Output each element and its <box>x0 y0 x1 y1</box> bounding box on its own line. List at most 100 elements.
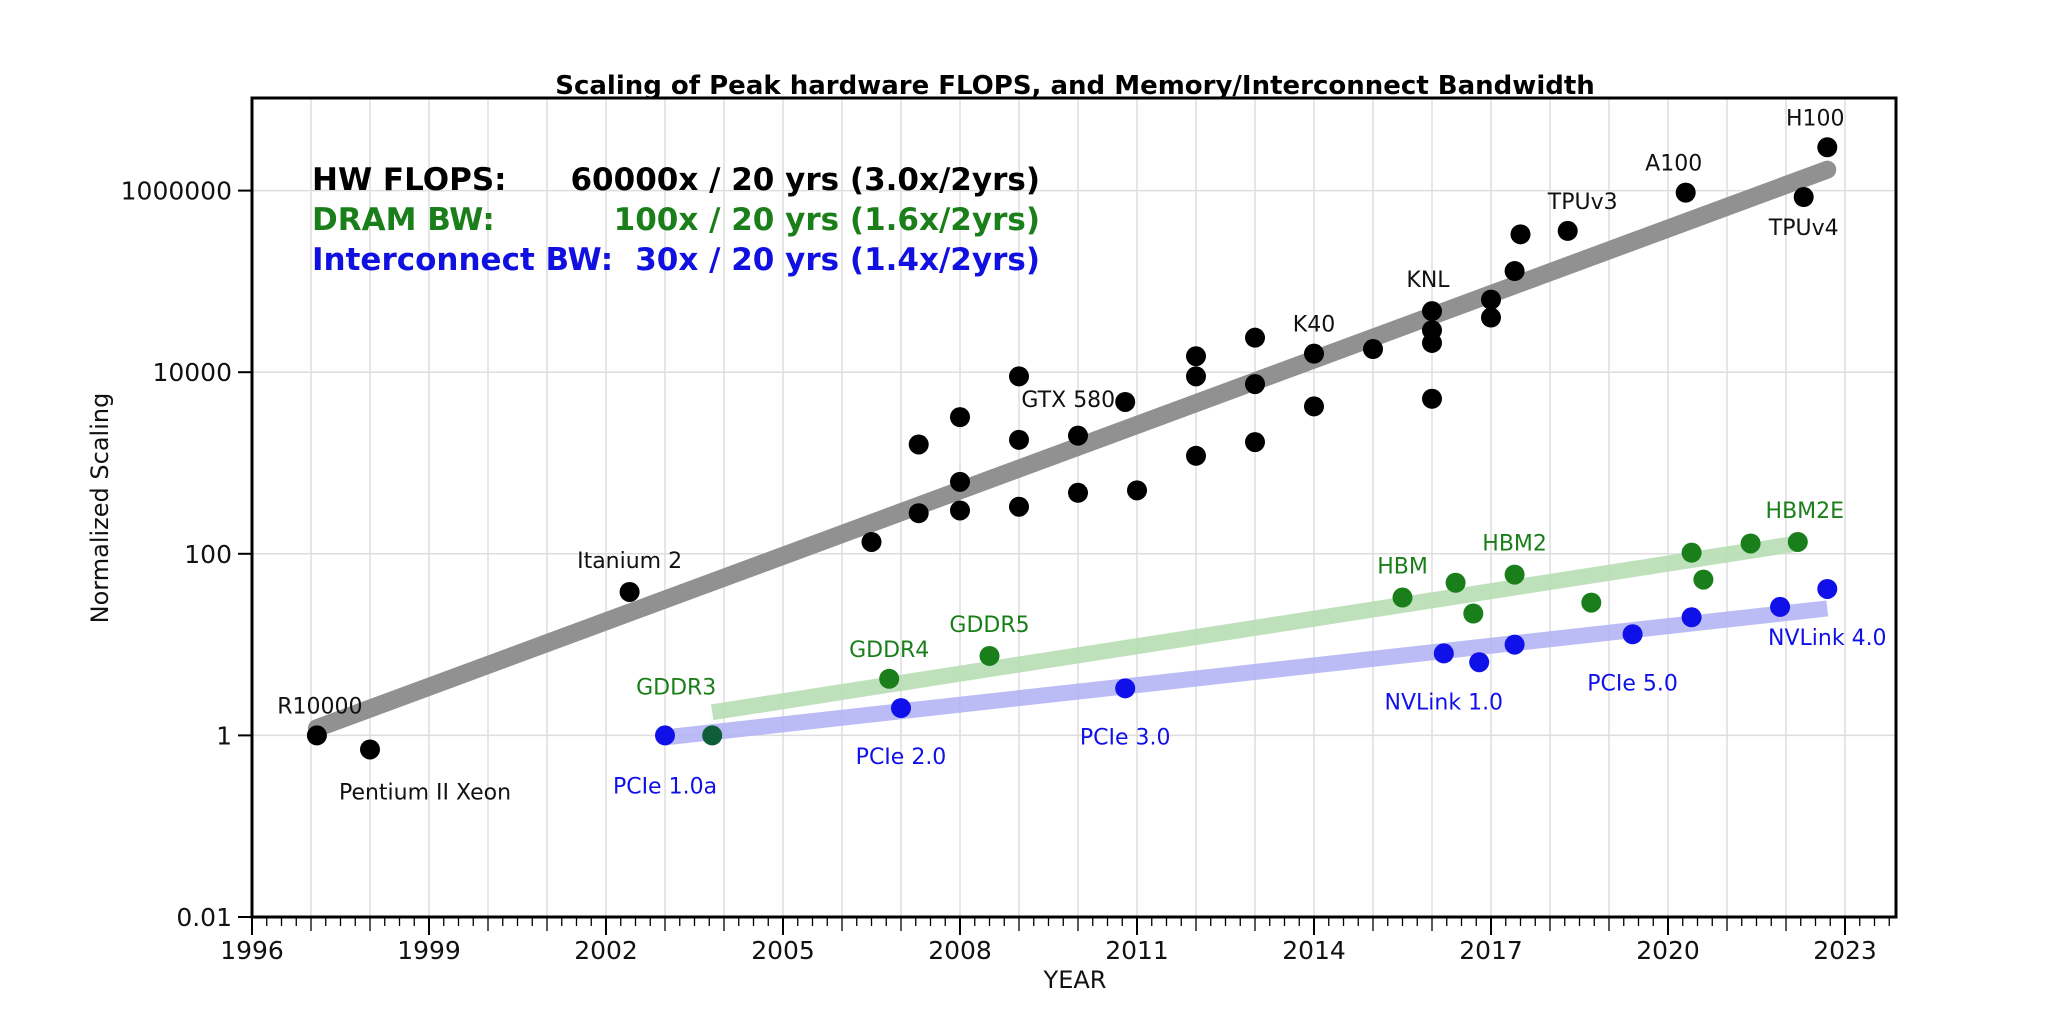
trend-line-hw-flops <box>307 160 1837 738</box>
data-point-hw-flops <box>908 503 929 524</box>
point-label: GDDR5 <box>949 613 1029 638</box>
plot-frame <box>250 96 1898 919</box>
data-point-hw-flops <box>1127 480 1147 501</box>
data-point-hw-flops <box>1510 224 1531 245</box>
y-axis: 0.01 1 100 10000 1000000 <box>121 177 252 932</box>
data-point-hw-flops <box>1363 339 1383 360</box>
data-point-dram-bw <box>1392 587 1413 608</box>
scaling-annotations: HW FLOPS: 60000x / 20 yrs (3.0x/2yrs) DRAM… <box>312 162 1040 278</box>
y-tick-label: 1000000 <box>121 177 232 206</box>
x-tick-label: 2005 <box>751 936 815 965</box>
x-tick-label: 1999 <box>397 936 461 965</box>
data-point-hw-flops <box>1304 343 1324 364</box>
data-point-dram-bw <box>1740 533 1761 554</box>
data-point-hw-flops <box>861 531 882 552</box>
data-point-hw-flops <box>1245 374 1265 395</box>
data-point-dram-bw <box>1681 542 1702 563</box>
data-point-dram-bw <box>1504 564 1525 585</box>
point-label: KNL <box>1406 268 1450 293</box>
data-point-dram-bw <box>702 725 723 746</box>
point-label: HBM2E <box>1766 499 1845 524</box>
data-point-hw-flops <box>1504 261 1525 282</box>
data-point-hw-flops <box>1422 320 1442 341</box>
data-point-interconnect-bw <box>655 725 675 746</box>
point-label: PCIe 3.0 <box>1080 725 1171 750</box>
data-point-hw-flops <box>1557 220 1578 241</box>
y-axis-title: Normalized Scaling <box>86 393 114 624</box>
data-point-dram-bw <box>1445 572 1466 593</box>
data-point-hw-flops <box>360 739 380 760</box>
data-point-hw-flops <box>1009 496 1029 517</box>
data-point-interconnect-bw <box>1115 678 1136 699</box>
annotation-label: HW FLOPS: <box>312 162 507 198</box>
point-label: NVLink 1.0 <box>1385 690 1504 715</box>
y-tick-label: 0.01 <box>176 903 232 932</box>
point-label: NVLink 4.0 <box>1768 626 1887 651</box>
y-tick-label: 100 <box>184 540 232 569</box>
point-label: GDDR4 <box>849 638 929 663</box>
data-point-hw-flops <box>1009 366 1029 387</box>
data-point-hw-flops <box>1068 482 1088 503</box>
point-label: K40 <box>1293 313 1335 338</box>
data-point-hw-flops <box>950 471 970 492</box>
x-axis-title: YEAR <box>1043 966 1107 994</box>
data-point-hw-flops <box>1422 301 1442 322</box>
data-point-interconnect-bw <box>1681 607 1702 628</box>
data-point-hw-flops <box>1481 307 1501 328</box>
data-point-dram-bw <box>1787 531 1808 552</box>
data-point-hw-flops <box>1186 346 1206 367</box>
point-label: Pentium II Xeon <box>339 780 511 805</box>
point-label: H100 <box>1786 106 1845 131</box>
x-tick-label: 1996 <box>220 936 284 965</box>
point-label: A100 <box>1645 152 1702 177</box>
point-label: Itanium 2 <box>577 549 682 574</box>
data-point-hw-flops <box>950 500 970 521</box>
data-point-interconnect-bw <box>891 698 911 719</box>
annotation-value: 60000x / 20 yrs (3.0x/2yrs) <box>570 162 1040 198</box>
data-point-hw-flops <box>1186 445 1206 466</box>
x-tick-label: 2023 <box>1813 936 1877 965</box>
data-point-hw-flops <box>1115 391 1136 412</box>
annotation-value: 100x / 20 yrs (1.6x/2yrs) <box>614 202 1040 238</box>
point-label: HBM <box>1377 555 1428 580</box>
data-point-dram-bw <box>1581 592 1602 613</box>
data-point-hw-flops <box>1245 327 1265 348</box>
x-axis: 1996 1999 2002 2005 2008 2011 2014 2017 2020 2023 <box>220 917 1890 965</box>
data-point-hw-flops <box>1793 187 1814 208</box>
point-label: GDDR3 <box>636 675 716 700</box>
point-label: HBM2 <box>1482 532 1547 557</box>
data-point-hw-flops <box>1817 137 1838 158</box>
annotation-value: 30x / 20 yrs (1.4x/2yrs) <box>635 242 1040 278</box>
data-point-interconnect-bw <box>1433 643 1454 664</box>
data-point-interconnect-bw <box>1817 578 1838 599</box>
data-point-dram-bw <box>1463 603 1484 624</box>
x-tick-label: 2008 <box>928 936 992 965</box>
data-point-hw-flops <box>1009 429 1029 450</box>
data-point-dram-bw <box>879 668 900 689</box>
data-point-hw-flops <box>619 581 640 602</box>
data-point-hw-flops <box>1068 425 1088 446</box>
data-point-hw-flops <box>1186 366 1206 387</box>
point-label: TPUv4 <box>1768 216 1839 241</box>
point-label: PCIe 1.0a <box>613 774 717 799</box>
data-points <box>306 137 1838 760</box>
data-point-hw-flops <box>1245 432 1265 453</box>
data-point-dram-bw <box>979 645 1000 666</box>
y-tick-label: 10000 <box>152 358 232 387</box>
point-labels: R10000 Pentium II Xeon Itanium 2 GTX 580 K40… <box>277 106 1886 805</box>
data-point-interconnect-bw <box>1770 596 1791 617</box>
data-point-hw-flops <box>950 407 970 428</box>
chart-title: Scaling of Peak hardware FLOPS, and Memo… <box>555 71 1595 101</box>
annotation-label: DRAM BW: <box>312 202 495 238</box>
data-point-hw-flops <box>1304 396 1324 417</box>
data-point-interconnect-bw <box>1622 624 1643 645</box>
data-point-interconnect-bw <box>1469 652 1490 673</box>
x-tick-label: 2002 <box>574 936 638 965</box>
y-tick-label: 1 <box>216 721 232 750</box>
data-point-hw-flops <box>1481 289 1501 310</box>
data-point-interconnect-bw <box>1504 634 1525 655</box>
annotation-label: Interconnect BW: <box>312 242 613 278</box>
x-tick-label: 2014 <box>1282 936 1346 965</box>
data-point-hw-flops <box>306 725 327 746</box>
